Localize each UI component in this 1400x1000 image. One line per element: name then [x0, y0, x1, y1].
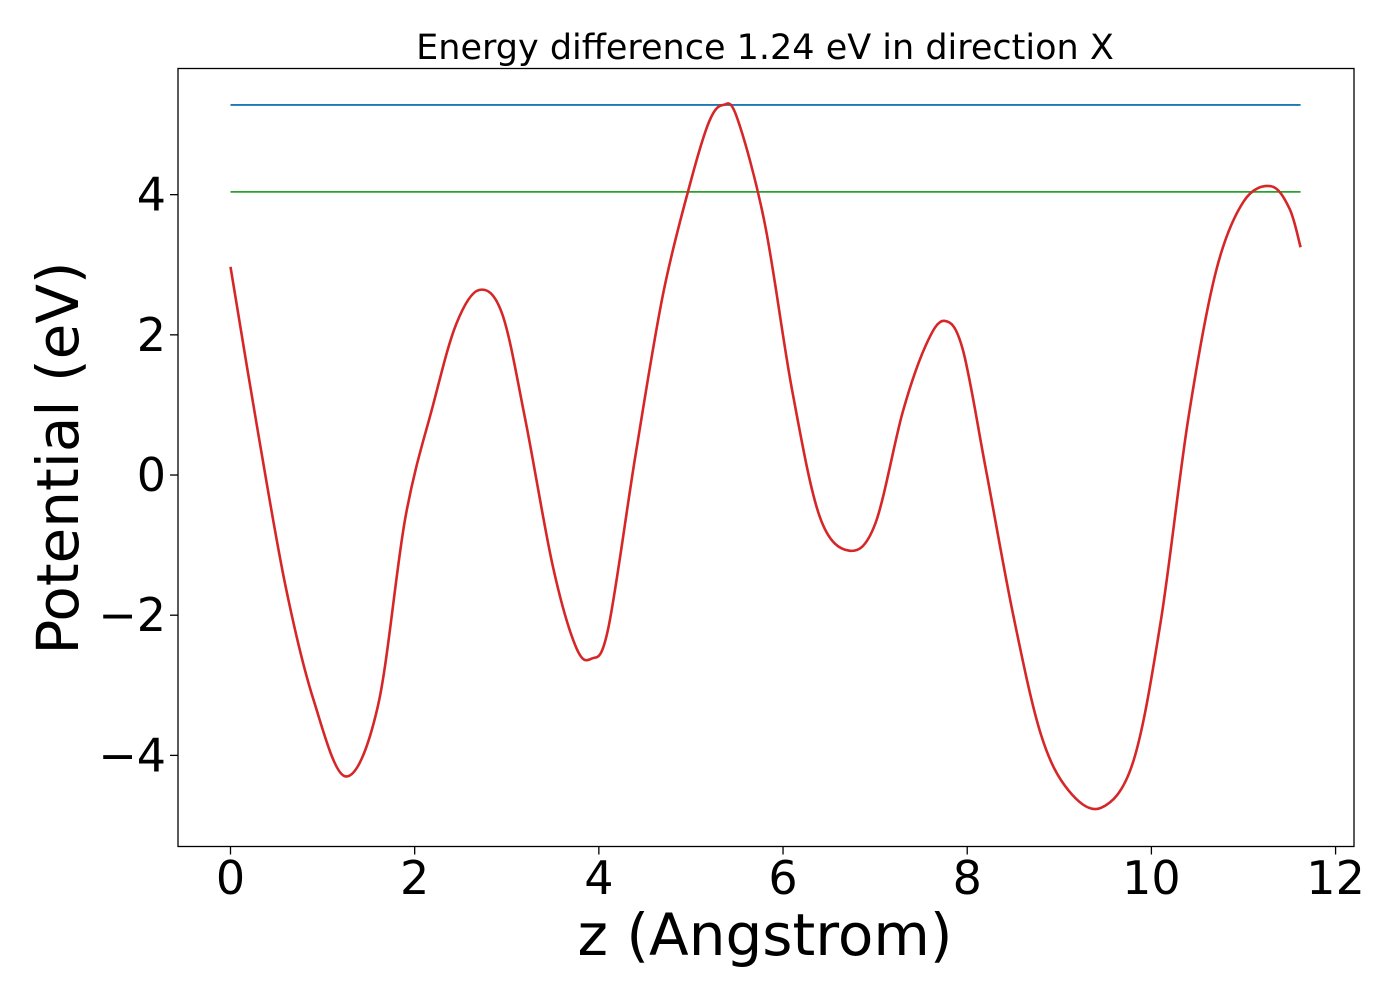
chart-title: Energy difference 1.24 eV in direction X [416, 28, 1114, 68]
y-axis: −4 −2 0 2 4 [98, 168, 178, 782]
y-axis-title: Potential (eV) [24, 261, 92, 654]
x-axis-title: z (Angstrom) [578, 901, 953, 969]
series-layer [229, 102, 1302, 811]
x-axis: 0 2 4 6 8 10 12 [216, 846, 1365, 905]
x-tick-label: 12 [1306, 851, 1365, 905]
y-tick-label: −2 [98, 588, 166, 642]
x-tick-label: 0 [216, 851, 245, 905]
series-line-potential [229, 102, 1302, 811]
y-tick-label: 4 [137, 168, 166, 222]
plot-frame [177, 67, 1355, 848]
x-tick-label: 10 [1122, 851, 1181, 905]
y-tick-label: −4 [98, 728, 166, 782]
x-tick-label: 6 [768, 851, 797, 905]
y-tick-label: 0 [137, 448, 166, 502]
x-tick-label: 4 [584, 851, 613, 905]
y-tick-label: 2 [137, 308, 166, 362]
x-tick-label: 8 [953, 851, 982, 905]
x-tick-label: 2 [400, 851, 429, 905]
